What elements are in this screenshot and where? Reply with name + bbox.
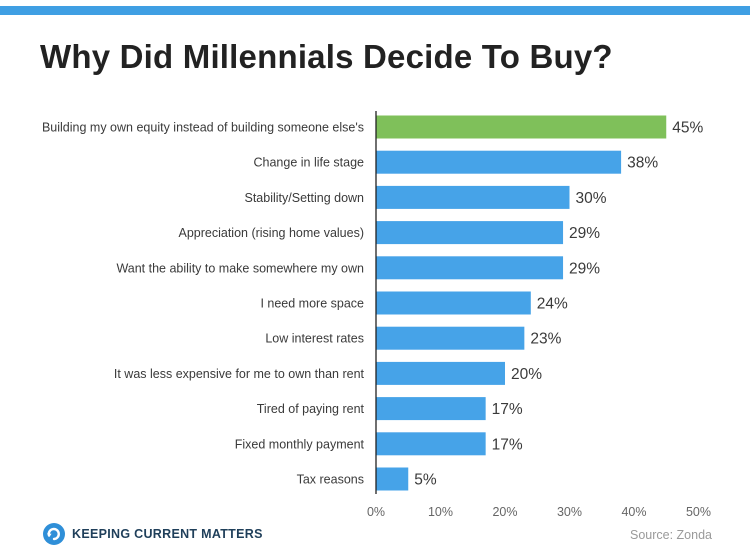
data-label: 5%: [414, 472, 437, 489]
bar: [376, 291, 531, 315]
category-label: Low interest rates: [265, 332, 364, 346]
circular-arrow-icon: [43, 523, 65, 545]
bar: [376, 185, 570, 209]
logo-text: Keeping Current Matters: [72, 527, 263, 541]
x-tick-label: 50%: [686, 505, 711, 519]
data-label: 29%: [569, 225, 600, 242]
category-label: Tired of paying rent: [257, 402, 365, 416]
data-label: 17%: [492, 401, 523, 418]
category-label: Tax reasons: [297, 473, 364, 487]
data-label: 17%: [492, 436, 523, 453]
bar: [376, 256, 564, 280]
data-label: 20%: [511, 366, 542, 383]
bar: [376, 361, 505, 385]
top-accent-band: [0, 6, 750, 15]
category-label: Appreciation (rising home values): [178, 226, 364, 240]
chart-title: Why Did Millennials Decide To Buy?: [40, 38, 613, 75]
data-label: 24%: [537, 296, 568, 313]
x-tick-label: 10%: [428, 505, 453, 519]
bar: [376, 397, 486, 421]
brand-logo: Keeping Current Matters: [42, 521, 263, 547]
data-label: 30%: [576, 190, 607, 207]
bar: [376, 432, 486, 456]
data-label: 23%: [530, 331, 561, 348]
x-tick-label: 30%: [557, 505, 582, 519]
source-note: Source: Zonda: [630, 528, 712, 542]
x-tick-label: 0%: [367, 505, 385, 519]
category-label: Building my own equity instead of buildi…: [42, 121, 364, 135]
data-label: 38%: [627, 155, 658, 172]
category-label: Change in life stage: [254, 156, 365, 170]
category-label: Stability/Setting down: [244, 191, 364, 205]
data-label: 45%: [672, 120, 703, 137]
category-label: I need more space: [260, 297, 364, 311]
bar: [376, 221, 564, 245]
data-label: 29%: [569, 260, 600, 277]
x-tick-label: 20%: [492, 505, 517, 519]
x-tick-label: 40%: [621, 505, 646, 519]
category-label: Want the ability to make somewhere my ow…: [116, 261, 364, 275]
bar: [376, 150, 622, 174]
category-label: It was less expensive for me to own than…: [114, 367, 365, 381]
bar: [376, 467, 409, 491]
category-label: Fixed monthly payment: [235, 437, 365, 451]
bar: [376, 326, 525, 350]
bar: [376, 115, 667, 139]
